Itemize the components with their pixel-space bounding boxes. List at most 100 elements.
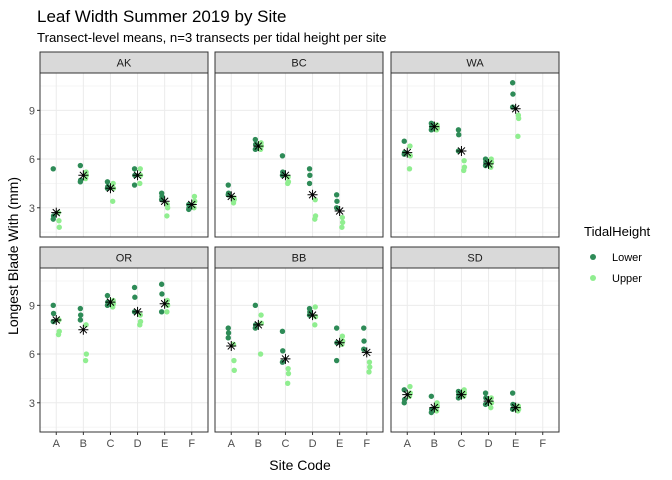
legend: TidalHeight Lower Upper bbox=[584, 224, 651, 285]
x-tick-label: B bbox=[431, 438, 438, 450]
data-point bbox=[461, 167, 467, 174]
data-point bbox=[407, 383, 413, 390]
data-point bbox=[83, 322, 89, 328]
data-point bbox=[482, 390, 489, 396]
data-point bbox=[510, 91, 516, 97]
panel-ak: AK 3 6 9 bbox=[29, 51, 209, 238]
y-tick-label: 9 bbox=[29, 300, 35, 312]
legend-key-upper bbox=[590, 275, 596, 281]
data-point bbox=[50, 302, 56, 309]
x-tick-label: D bbox=[309, 438, 317, 450]
data-point bbox=[110, 304, 116, 310]
data-point bbox=[186, 206, 192, 213]
data-point bbox=[361, 338, 367, 344]
data-point bbox=[56, 224, 62, 230]
panel-background bbox=[215, 268, 383, 432]
mean-marker bbox=[510, 402, 521, 413]
data-point bbox=[110, 198, 116, 204]
x-tick-label: E bbox=[336, 438, 343, 450]
data-point bbox=[433, 408, 440, 414]
mean-marker bbox=[307, 310, 318, 321]
data-point bbox=[164, 309, 170, 315]
data-point bbox=[191, 193, 198, 200]
data-point bbox=[110, 180, 116, 187]
data-point bbox=[225, 335, 231, 341]
data-point bbox=[461, 157, 467, 164]
data-point bbox=[456, 132, 462, 138]
x-tick-label: B bbox=[255, 438, 262, 450]
data-point bbox=[339, 214, 346, 221]
y-axis-title: Longest Blade With (mm) bbox=[5, 177, 21, 335]
data-point bbox=[132, 294, 138, 300]
data-point bbox=[285, 365, 291, 372]
data-point bbox=[252, 136, 259, 143]
mean-marker bbox=[105, 183, 116, 194]
data-point bbox=[279, 328, 286, 335]
data-point bbox=[306, 180, 313, 187]
y-tick-label: 6 bbox=[29, 154, 35, 166]
data-point bbox=[488, 404, 494, 411]
data-point bbox=[339, 333, 346, 339]
data-point bbox=[77, 317, 84, 323]
data-point bbox=[82, 175, 89, 182]
strip-label: BB bbox=[292, 253, 307, 265]
data-point bbox=[158, 309, 165, 315]
data-point bbox=[55, 331, 62, 338]
panel-bc: BC bbox=[214, 51, 384, 238]
mean-marker bbox=[456, 389, 467, 400]
data-point bbox=[367, 364, 373, 370]
mean-marker bbox=[402, 147, 413, 158]
data-point bbox=[312, 304, 318, 310]
data-point bbox=[433, 127, 440, 133]
y-tick-label: 6 bbox=[29, 349, 35, 361]
data-point bbox=[339, 219, 346, 226]
panel-border bbox=[214, 267, 384, 433]
data-point bbox=[312, 196, 318, 203]
mean-marker bbox=[280, 353, 291, 364]
mean-marker bbox=[361, 347, 372, 358]
data-point bbox=[307, 172, 313, 178]
data-point bbox=[279, 153, 286, 159]
data-point bbox=[333, 192, 340, 198]
data-point bbox=[428, 409, 435, 416]
x-tick-label: F bbox=[188, 438, 195, 450]
data-point bbox=[158, 281, 165, 287]
data-point bbox=[82, 357, 89, 364]
data-point bbox=[257, 146, 264, 153]
data-point bbox=[312, 216, 318, 222]
y-tick-label: 3 bbox=[29, 203, 35, 215]
data-point bbox=[488, 164, 494, 170]
data-point bbox=[509, 390, 516, 396]
x-tick-label: F bbox=[363, 438, 370, 450]
strip-label: OR bbox=[116, 253, 133, 265]
x-tick-label: B bbox=[80, 438, 87, 450]
data-point bbox=[333, 357, 340, 364]
data-point bbox=[231, 357, 237, 364]
x-tick-label: E bbox=[512, 438, 519, 450]
data-point bbox=[137, 166, 143, 172]
data-point bbox=[280, 348, 286, 354]
data-point bbox=[312, 322, 318, 328]
x-tick-label: D bbox=[485, 438, 493, 450]
panel-or: OR 3 6 9 A B C D E F bbox=[29, 246, 209, 450]
panel-bb: BB A B C D E F bbox=[214, 246, 384, 450]
mean-marker bbox=[483, 158, 494, 169]
y-tick-label: 9 bbox=[29, 105, 35, 117]
mean-marker bbox=[429, 402, 440, 413]
x-tick-label: C bbox=[457, 438, 465, 450]
legend-label-upper: Upper bbox=[612, 273, 642, 285]
data-point bbox=[428, 393, 435, 399]
data-point bbox=[401, 138, 407, 144]
x-tick-label: A bbox=[228, 438, 236, 450]
panel-background bbox=[40, 73, 208, 237]
mean-marker bbox=[186, 199, 197, 210]
data-point bbox=[406, 166, 413, 172]
mean-marker bbox=[402, 389, 413, 400]
x-tick-label: A bbox=[404, 438, 412, 450]
data-point bbox=[77, 305, 84, 312]
x-tick-label: C bbox=[106, 438, 114, 450]
mean-marker bbox=[51, 314, 62, 325]
mean-marker bbox=[226, 340, 237, 351]
data-point bbox=[225, 325, 231, 331]
